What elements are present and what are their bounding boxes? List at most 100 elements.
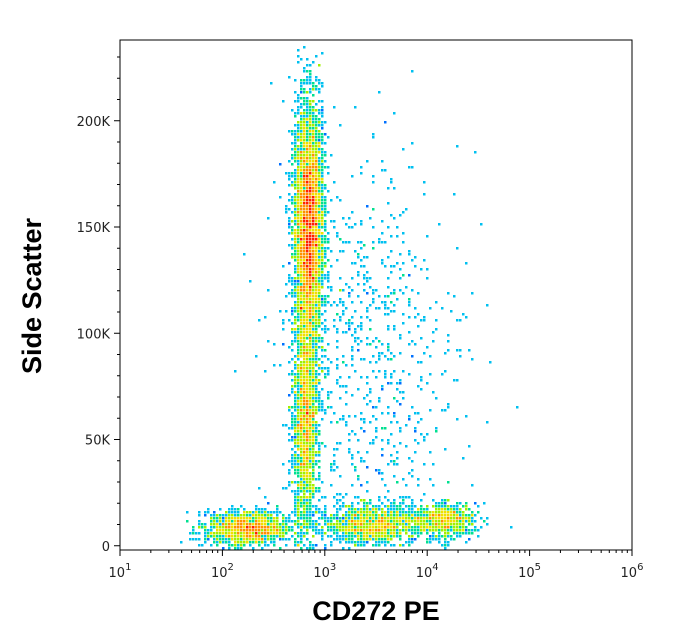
event-dot bbox=[297, 157, 300, 160]
event-dot bbox=[318, 190, 321, 193]
event-dot bbox=[300, 538, 303, 541]
event-dot bbox=[291, 280, 294, 283]
event-dot bbox=[312, 127, 315, 130]
event-dot bbox=[297, 163, 300, 166]
event-dot bbox=[402, 514, 405, 517]
event-dot bbox=[408, 535, 411, 538]
event-dot bbox=[378, 469, 381, 472]
event-dot bbox=[264, 523, 267, 526]
event-dot bbox=[240, 535, 243, 538]
event-dot bbox=[312, 166, 315, 169]
event-dot bbox=[198, 544, 201, 547]
event-dot bbox=[294, 499, 297, 502]
event-dot bbox=[318, 148, 321, 151]
event-dot bbox=[303, 340, 306, 343]
event-dot bbox=[264, 496, 267, 499]
event-dot bbox=[318, 142, 321, 145]
event-dot bbox=[387, 523, 390, 526]
event-dot bbox=[306, 223, 309, 226]
event-dot bbox=[312, 331, 315, 334]
event-dot bbox=[294, 199, 297, 202]
event-dots bbox=[180, 46, 519, 550]
event-dot bbox=[354, 523, 357, 526]
event-dot bbox=[471, 517, 474, 520]
event-dot bbox=[309, 379, 312, 382]
event-dot bbox=[300, 112, 303, 115]
event-dot bbox=[306, 415, 309, 418]
event-dot bbox=[294, 406, 297, 409]
event-dot bbox=[333, 463, 336, 466]
event-dot bbox=[309, 130, 312, 133]
event-dot bbox=[387, 406, 390, 409]
event-dot bbox=[390, 526, 393, 529]
event-dot bbox=[321, 115, 324, 118]
event-dot bbox=[408, 373, 411, 376]
event-dot bbox=[297, 181, 300, 184]
event-dot bbox=[321, 220, 324, 223]
event-dot bbox=[291, 154, 294, 157]
event-dot bbox=[384, 496, 387, 499]
event-dot bbox=[345, 526, 348, 529]
event-dot bbox=[309, 493, 312, 496]
event-dot bbox=[306, 370, 309, 373]
event-dot bbox=[318, 490, 321, 493]
event-dot bbox=[444, 526, 447, 529]
event-dot bbox=[306, 445, 309, 448]
event-dot bbox=[303, 271, 306, 274]
event-dot bbox=[321, 223, 324, 226]
event-dot bbox=[255, 520, 258, 523]
event-dot bbox=[279, 529, 282, 532]
event-dot bbox=[372, 514, 375, 517]
event-dot bbox=[312, 244, 315, 247]
event-dot bbox=[357, 544, 360, 547]
event-dot bbox=[291, 196, 294, 199]
event-dot bbox=[306, 181, 309, 184]
event-dot bbox=[318, 268, 321, 271]
event-dot bbox=[315, 178, 318, 181]
event-dot bbox=[447, 514, 450, 517]
event-dot bbox=[390, 532, 393, 535]
event-dot bbox=[321, 181, 324, 184]
event-dot bbox=[258, 532, 261, 535]
event-dot bbox=[438, 523, 441, 526]
event-dot bbox=[297, 334, 300, 337]
event-dot bbox=[414, 520, 417, 523]
event-dot bbox=[300, 265, 303, 268]
event-dot bbox=[303, 451, 306, 454]
event-dot bbox=[399, 334, 402, 337]
event-dot bbox=[303, 79, 306, 82]
event-dot bbox=[369, 526, 372, 529]
event-dot bbox=[345, 523, 348, 526]
event-dot bbox=[312, 469, 315, 472]
event-dot bbox=[294, 115, 297, 118]
event-dot bbox=[297, 298, 300, 301]
event-dot bbox=[354, 541, 357, 544]
event-dot bbox=[327, 343, 330, 346]
event-dot bbox=[309, 154, 312, 157]
event-dot bbox=[315, 451, 318, 454]
event-dot bbox=[294, 250, 297, 253]
event-dot bbox=[288, 433, 291, 436]
event-dot bbox=[300, 133, 303, 136]
event-dot bbox=[447, 403, 450, 406]
event-dot bbox=[396, 235, 399, 238]
event-dot bbox=[297, 256, 300, 259]
event-dot bbox=[213, 535, 216, 538]
event-dot bbox=[387, 505, 390, 508]
event-dot bbox=[330, 544, 333, 547]
event-dot bbox=[486, 304, 489, 307]
event-dot bbox=[318, 139, 321, 142]
event-dot bbox=[303, 235, 306, 238]
event-dot bbox=[294, 493, 297, 496]
event-dot bbox=[300, 79, 303, 82]
event-dot bbox=[195, 538, 198, 541]
event-dot bbox=[324, 160, 327, 163]
event-dot bbox=[339, 529, 342, 532]
event-dot bbox=[294, 241, 297, 244]
event-dot bbox=[393, 292, 396, 295]
event-dot bbox=[339, 499, 342, 502]
event-dot bbox=[351, 394, 354, 397]
event-dot bbox=[447, 541, 450, 544]
event-dot bbox=[288, 346, 291, 349]
event-dot bbox=[372, 538, 375, 541]
